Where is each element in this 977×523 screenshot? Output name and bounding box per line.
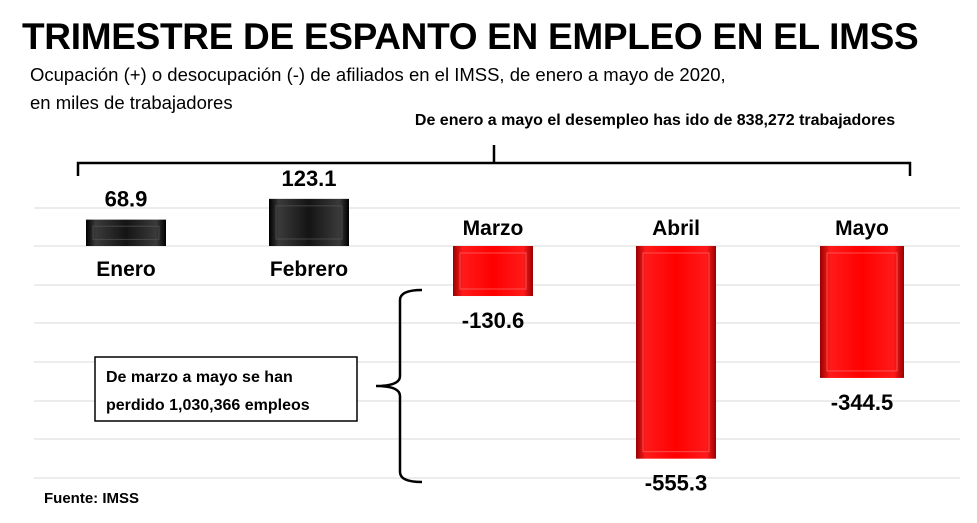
side-bracket bbox=[375, 288, 423, 484]
chart-subtitle-line-2: en miles de trabajadores bbox=[30, 92, 233, 113]
category-label-abril: Abril bbox=[652, 217, 700, 240]
gridlines bbox=[34, 207, 960, 479]
source-note: Fuente: IMSS bbox=[44, 490, 140, 507]
category-label-enero: Enero bbox=[96, 258, 156, 281]
category-label-mayo: Mayo bbox=[835, 217, 889, 240]
side-annotation-box bbox=[94, 356, 358, 422]
value-label-febrero: 123.1 bbox=[281, 166, 336, 191]
value-label-mayo: -344.5 bbox=[831, 390, 893, 415]
bar-mayo bbox=[820, 246, 904, 378]
chart-title: TRIMESTRE DE ESPANTO EN EMPLEO EN EL IMS… bbox=[22, 16, 919, 57]
bar-bevel-abril bbox=[642, 252, 710, 453]
bar-abril bbox=[636, 246, 716, 459]
bar-marzo bbox=[453, 246, 533, 297]
value-label-marzo: -130.6 bbox=[462, 308, 524, 333]
bar-bevel-marzo bbox=[459, 252, 527, 290]
bar-febrero bbox=[269, 198, 349, 246]
category-label-febrero: Febrero bbox=[270, 258, 348, 281]
bars bbox=[86, 198, 904, 459]
top-bracket-text: De enero a mayo el desempleo has ido de … bbox=[415, 112, 895, 129]
side-annotation-line-2: perdido 1,030,366 empleos bbox=[106, 397, 310, 414]
side-annotation-line-1: De marzo a mayo se han bbox=[106, 369, 293, 386]
chart-subtitle-line-1: Ocupación (+) o desocupación (-) de afil… bbox=[30, 64, 726, 85]
bar-enero bbox=[86, 219, 166, 246]
value-label-abril: -555.3 bbox=[645, 471, 707, 496]
value-label-enero: 68.9 bbox=[105, 187, 148, 212]
category-label-marzo: Marzo bbox=[463, 217, 524, 240]
bar-bevel-enero bbox=[92, 225, 160, 240]
labels: 68.9 Enero 123.1 Febrero Marzo -130.6 Abril -55… bbox=[96, 166, 893, 496]
bar-bevel-mayo bbox=[826, 252, 898, 372]
top-bracket bbox=[76, 145, 912, 176]
bar-bevel-febrero bbox=[275, 205, 343, 240]
